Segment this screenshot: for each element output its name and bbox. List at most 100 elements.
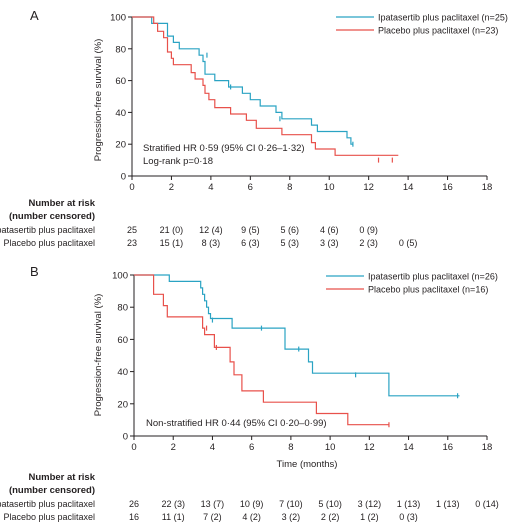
panel-a-risk-cell: 3 (3) xyxy=(320,238,339,248)
panel-b-risk-cell: 3 (12) xyxy=(358,499,382,509)
panel-a-risk-cell: 0 (5) xyxy=(399,238,418,248)
panel-a-risk-cell: 15 (1) xyxy=(160,238,184,248)
panel-b-y-tick-label: 100 xyxy=(112,271,128,282)
panel-b-legend: Ipatasertib plus paclitaxel (n=26) Placeb… xyxy=(326,272,498,295)
panel-b-risk-cell: 22 (3) xyxy=(161,499,185,509)
panel-a-risk-header-2: (number censored) xyxy=(9,211,95,222)
panel-b-risk-cell: 5 (10) xyxy=(318,499,342,509)
panel-a-y-tick-label: 20 xyxy=(115,140,126,151)
panel-a: A Progression-free survival (%) 0 2 4 6 8 10 1… xyxy=(0,8,508,248)
panel-b-x-tick-label: 14 xyxy=(403,442,414,453)
panel-a-legend-label-placebo: Placebo plus paclitaxel (n=23) xyxy=(378,26,498,36)
panel-b-hr-annotation: Non-stratified HR 0·44 (95% CI 0·20–0·99… xyxy=(146,418,327,429)
panel-b-x-tick-label: 18 xyxy=(482,442,493,453)
panel-a-y-tick-label: 80 xyxy=(115,44,126,55)
panel-b-risk-cell: 7 (10) xyxy=(279,499,303,509)
panel-b-xlabel: Time (months) xyxy=(277,459,338,470)
panel-b-risk-cell: 11 (1) xyxy=(162,512,185,522)
panel-a-x-tick-label: 8 xyxy=(287,182,292,193)
panel-b-y-tick-label: 60 xyxy=(117,335,128,346)
panel-a-risk-cell: 25 xyxy=(127,225,137,235)
panel-b-risk-row-label-placebo: Placebo plus paclitaxel xyxy=(3,512,95,522)
panel-a-y-tick-label: 0 xyxy=(121,172,126,183)
panel-a-y-tick-label: 100 xyxy=(110,13,126,24)
panel-b-risk-table: 26 22 (3) 13 (7) 10 (9) 7 (10) 5 (10) 3 (12) 1 … xyxy=(129,499,499,522)
panel-b-risk-cell: 16 xyxy=(129,512,139,522)
panel-b-x-tick-label: 10 xyxy=(325,442,336,453)
panel-b-risk-header-2: (number censored) xyxy=(9,485,95,496)
panel-b-x-tick-label: 4 xyxy=(210,442,215,453)
panel-a-legend: Ipatasertib plus paclitaxel (n=25) Placeb… xyxy=(336,13,508,36)
panel-a-risk-cell: 5 (3) xyxy=(281,238,300,248)
panel-a-y-tick-label: 60 xyxy=(115,76,126,87)
panel-a-ylabel: Progression-free survival (%) xyxy=(93,39,104,161)
panel-a-x-tick-label: 14 xyxy=(403,182,414,193)
panel-a-risk-cell: 12 (4) xyxy=(199,225,223,235)
panel-b-ipatasertib-curve xyxy=(134,274,460,397)
panel-b-risk-cell: 0 (14) xyxy=(475,499,499,509)
panel-a-risk-header-1: Number at risk xyxy=(28,198,95,209)
panel-b-risk-cell: 1 (2) xyxy=(360,512,379,522)
panel-b-risk-cell: 13 (7) xyxy=(201,499,225,509)
panel-a-x-tick-label: 6 xyxy=(248,182,253,193)
panel-b-risk-cell: 26 xyxy=(129,499,139,509)
panel-b-letter: B xyxy=(30,264,39,279)
panel-a-risk-cell: 6 (3) xyxy=(241,238,260,248)
panel-a-risk-cell: 21 (0) xyxy=(160,225,184,235)
panel-b-y-tick-label: 40 xyxy=(117,367,128,378)
panel-b-x-tick-label: 2 xyxy=(171,442,176,453)
panel-a-logrank-annotation: Log-rank p=0·18 xyxy=(143,156,213,167)
panel-a-ipatasertib-curve xyxy=(132,16,353,145)
panel-b-y-tick-label: 0 xyxy=(123,432,128,443)
panel-b-risk-cell: 2 (2) xyxy=(321,512,340,522)
panel-a-legend-label-ipatasertib: Ipatasertib plus paclitaxel (n=25) xyxy=(378,13,508,23)
panel-a-x-tick-label: 18 xyxy=(482,182,493,193)
panel-a-x-tick-label: 10 xyxy=(324,182,335,193)
panel-a-x-tick-label: 0 xyxy=(129,182,134,193)
panel-a-risk-row-label-ipatasertib: Ipatasertib plus paclitaxel xyxy=(0,225,95,235)
panel-b-risk-cell: 10 (9) xyxy=(240,499,264,509)
panel-a-letter: A xyxy=(30,8,39,23)
panel-b-risk-cell: 3 (2) xyxy=(282,512,301,522)
panel-a-x-tick-label: 12 xyxy=(363,182,374,193)
panel-a-x-tick-label: 4 xyxy=(208,182,213,193)
panel-a-risk-cell: 4 (6) xyxy=(320,225,339,235)
panel-b-axes: 0 2 4 6 8 10 12 14 16 18 0 20 40 60 80 100 xyxy=(112,271,492,454)
panel-a-x-tick-label: 2 xyxy=(169,182,174,193)
panel-a-y-tick-label: 40 xyxy=(115,108,126,119)
panel-b-x-tick-label: 0 xyxy=(131,442,136,453)
panel-b-risk-cell: 1 (13) xyxy=(436,499,460,509)
panel-a-risk-cell: 5 (6) xyxy=(281,225,300,235)
panel-a-risk-cell: 2 (3) xyxy=(359,238,378,248)
panel-b-x-tick-label: 16 xyxy=(442,442,453,453)
panel-b-curves xyxy=(134,274,460,428)
panel-a-axes: 0 2 4 6 8 10 12 14 16 18 0 20 40 60 80 100 xyxy=(110,13,492,194)
panel-b-risk-cell: 0 (3) xyxy=(399,512,418,522)
panel-a-risk-table: 25 21 (0) 12 (4) 9 (5) 5 (6) 4 (6) 0 (9) 23 15 (… xyxy=(127,225,417,248)
panel-a-hr-annotation: Stratified HR 0·59 (95% CI 0·26–1·32) xyxy=(143,143,305,154)
panel-b-risk-header-1: Number at risk xyxy=(28,472,95,483)
panel-a-risk-cell: 23 xyxy=(127,238,137,248)
panel-b-y-tick-label: 20 xyxy=(117,399,128,410)
panel-a-risk-cell: 0 (9) xyxy=(359,225,378,235)
panel-a-risk-cell: 9 (5) xyxy=(241,225,260,235)
panel-a-risk-cell: 8 (3) xyxy=(202,238,221,248)
panel-b-legend-label-placebo: Placebo plus paclitaxel (n=16) xyxy=(368,285,488,295)
panel-b-placebo-curve xyxy=(134,274,389,426)
panel-b-risk-cell: 4 (2) xyxy=(242,512,261,522)
panel-a-curves xyxy=(132,16,399,163)
panel-b-y-tick-label: 80 xyxy=(117,303,128,314)
panel-b-ylabel: Progression-free survival (%) xyxy=(93,294,104,416)
panel-b-risk-row-label-ipatasertib: Ipatasertib plus paclitaxel xyxy=(0,499,95,509)
panel-b-risk-cell: 1 (13) xyxy=(397,499,421,509)
panel-a-x-tick-label: 16 xyxy=(442,182,453,193)
panel-b-x-tick-label: 12 xyxy=(364,442,375,453)
panel-b-x-tick-label: 8 xyxy=(288,442,293,453)
panel-a-risk-row-label-placebo: Placebo plus paclitaxel xyxy=(3,238,95,248)
panel-a-placebo-curve xyxy=(132,16,399,156)
panel-b-x-tick-label: 6 xyxy=(249,442,254,453)
panel-b: B Progression-free survival (%) 0 2 4 6 8 10 1… xyxy=(0,264,499,522)
panel-b-legend-label-ipatasertib: Ipatasertib plus paclitaxel (n=26) xyxy=(368,272,498,282)
panel-b-risk-cell: 7 (2) xyxy=(203,512,222,522)
